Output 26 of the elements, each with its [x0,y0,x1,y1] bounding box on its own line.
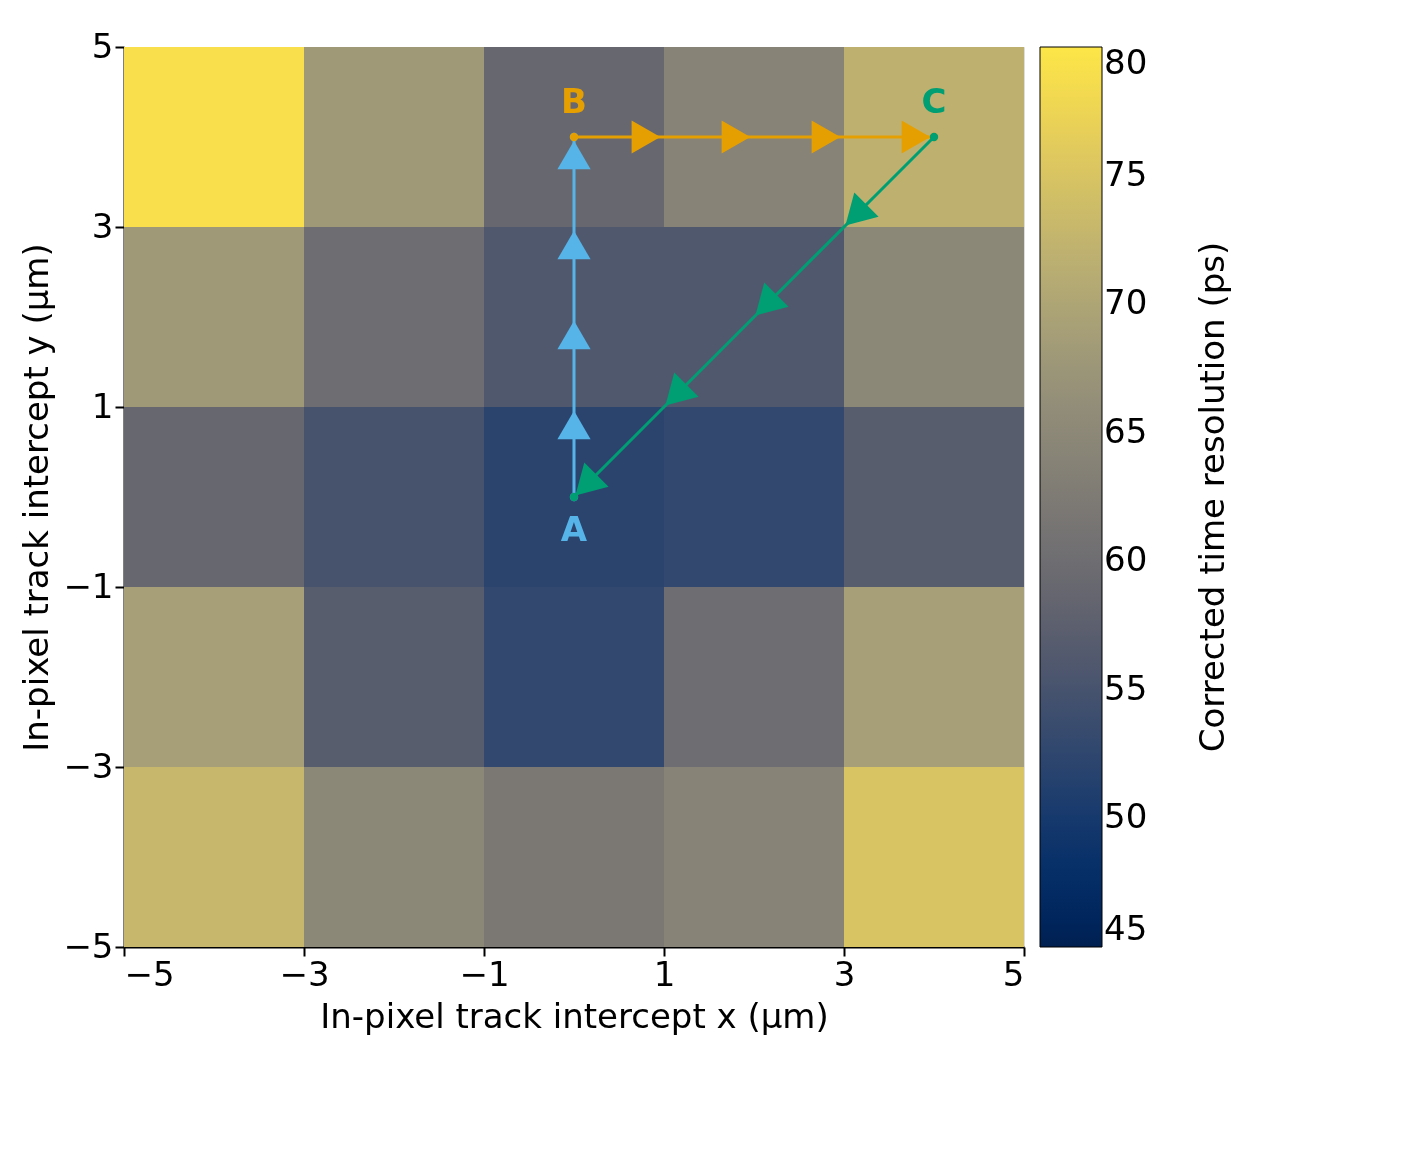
color-bar-label: 50 [1104,796,1148,837]
y-tick-label: 3 [91,205,114,246]
annotation: C [921,81,947,121]
x-axis-title: In-pixel track intercept x (µm) [320,995,829,1036]
color-bar-label: 45 [1104,908,1148,948]
x-tick-label: −3 [279,953,330,994]
annotation: B [561,81,587,121]
x-tick-label: −1 [459,953,510,994]
color-bar-label: 65 [1104,410,1148,451]
color-bar-label: 55 [1104,667,1148,708]
color-bar-title: Corrected time resolution (ps) [1192,241,1232,753]
y-axis-title: In-pixel track intercept y (µm) [16,243,57,752]
y-tick-label: −3 [63,745,114,786]
color-bar-label: 80 [1104,42,1148,82]
x-tick-label: −5 [124,953,175,994]
annotation: A [560,509,588,549]
color-bar-label: 60 [1104,539,1148,580]
y-tick-label: 5 [91,25,114,66]
y-tick-label: 1 [91,385,114,426]
y-tick-label: −5 [63,925,114,966]
y-tick-label: −1 [63,565,114,606]
x-tick-label: 5 [1002,953,1025,994]
color-bar-label: 75 [1104,153,1148,194]
color-bar-label: 70 [1104,282,1148,323]
x-tick-label: 1 [653,953,676,994]
x-tick-label: 3 [833,953,856,994]
